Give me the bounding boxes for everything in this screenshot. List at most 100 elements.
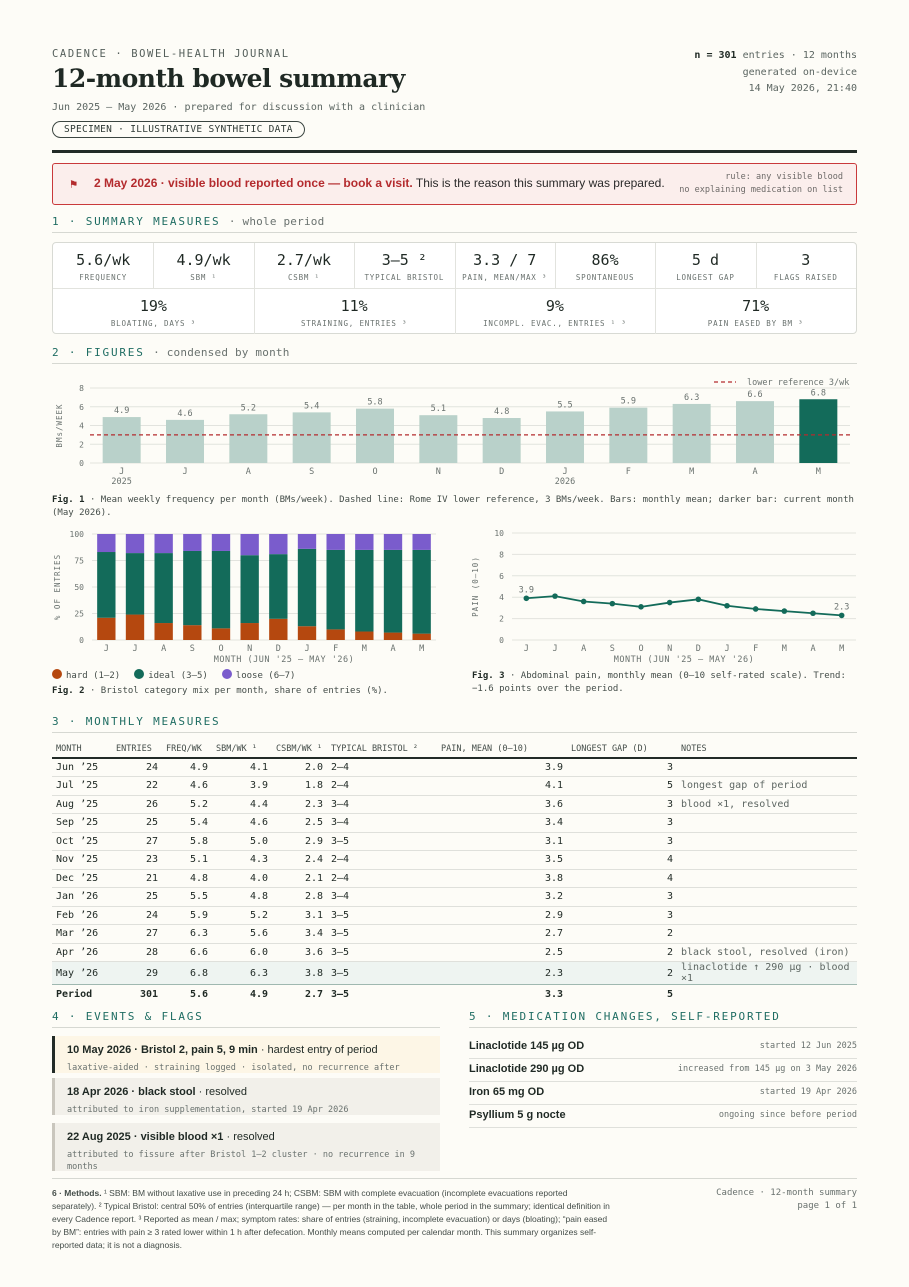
- monthly-measures-table: MONTH ENTRIES FREQ/WK SBM/WK ¹ CSBM/WK ¹ TYPI…: [52, 740, 857, 1003]
- section-summary-title: 1 · SUMMARY MEASURES: [52, 215, 221, 228]
- fig2-xtick: J: [104, 644, 109, 654]
- fig2-xlabel: MONTH (JUN '25 – MAY '26): [214, 655, 354, 665]
- summary-stat-value: 86%: [591, 251, 619, 269]
- medication-name: Linaclotide 290 µg OD: [469, 1063, 585, 1075]
- medication-status: started 19 Apr 2026: [759, 1087, 857, 1097]
- table-cell: 2: [567, 943, 677, 962]
- table-month-cell: Jan ’26: [52, 887, 112, 907]
- table-cell: 4.6: [162, 776, 212, 796]
- table-row: Nov ’25 23 5.1 4.3 2.4 2–4 3.5 4: [52, 850, 857, 870]
- table-cell: 3: [567, 887, 677, 907]
- report-subtitle: Jun 2025 – May 2026 · prepared for discu…: [52, 102, 426, 113]
- table-month-cell: Aug ’25: [52, 795, 112, 814]
- table-month-cell: Dec ’25: [52, 869, 112, 888]
- report-meta: n = 301 entries · 12 months generated on…: [694, 48, 857, 98]
- fig2-text: · Bristol category mix per month, share …: [89, 686, 388, 696]
- fig1-bar: [292, 412, 331, 463]
- fig1-xtick: J: [182, 467, 187, 477]
- fig2-ylabel: % OF ENTRIES: [53, 554, 62, 620]
- summary-stat-value: 5.6/wk: [76, 251, 131, 269]
- event-card: 10 May 2026 · Bristol 2, pain 5, 9 min ·…: [52, 1036, 440, 1073]
- fig2-bar-segment: [412, 633, 431, 640]
- fig2-xtick: M: [419, 644, 424, 654]
- table-header-row: MONTH ENTRIES FREQ/WK SBM/WK ¹ CSBM/WK ¹ TYPI…: [52, 740, 857, 759]
- event-heading: 22 Aug 2025 · visible blood ×1 · resolve…: [67, 1131, 428, 1143]
- table-cell: 6.0: [212, 943, 272, 962]
- fig2-bar-segment: [269, 554, 288, 619]
- fig2-bristol-chart: % OF ENTRIES 0 25 50 75 100 J J A S O N D J F M A M MONTH …: [53, 530, 436, 665]
- stat-divider: [354, 243, 356, 288]
- table-cell: 2.7: [304, 988, 323, 1000]
- event-detail: attributed to iron supplementation, star…: [67, 1105, 349, 1115]
- table-cell: 4.4: [212, 795, 272, 814]
- section-figures-note: · condensed by month: [153, 346, 290, 359]
- fig2-ytick: 100: [70, 530, 85, 539]
- table-body: Jun ’25 24 4.9 4.1 2.0 2–4 3.9 3 Jul ’25 22 4.6 3.9…: [52, 758, 857, 1003]
- table-cell: 4: [567, 850, 677, 870]
- table-notes-cell: [677, 869, 857, 888]
- event-heading: 18 Apr 2026 · black stool · resolved: [67, 1086, 428, 1098]
- fig3-text: · Abdominal pain, monthly mean (0–10 sel…: [472, 671, 846, 694]
- section-divider: [52, 1027, 440, 1028]
- table-cell: 5.2: [162, 795, 212, 814]
- table-cell: 3: [567, 831, 677, 851]
- table-column-header: TYPICAL BRISTOL ²: [327, 740, 437, 759]
- fig3-xtick: A: [581, 644, 586, 654]
- table-cell: 5.0: [212, 831, 272, 851]
- fig3-point: [638, 604, 644, 610]
- fig3-point: [523, 595, 530, 602]
- fig1-ytick: 6: [79, 403, 84, 412]
- fig2-xtick: J: [304, 644, 309, 654]
- fig1-bar-label: 4.6: [177, 409, 192, 419]
- table-cell: 2–4: [327, 850, 437, 870]
- table-cell: 5.2: [212, 906, 272, 925]
- stat-divider: [153, 243, 155, 288]
- fig1-xtick: A: [246, 467, 251, 477]
- table-cell: 2.8: [272, 887, 327, 907]
- fig3-point: [695, 596, 702, 603]
- summary-stat: 2.7/wk CSBM ¹: [254, 251, 354, 282]
- table-cell: 4: [567, 869, 677, 888]
- fig3-xtick: D: [696, 644, 701, 654]
- stat-divider: [755, 243, 757, 288]
- fig1-bar-label: 6.3: [684, 393, 699, 403]
- fig2-bar-segment: [183, 625, 202, 640]
- summary-stat-value: 3–5 ²: [381, 251, 427, 269]
- table-cell: 25: [112, 887, 162, 907]
- table-cell: 5.1: [162, 850, 212, 870]
- fig2-bar-segment: [211, 534, 231, 551]
- table-row: Dec ’25 21 4.8 4.0 2.1 2–4 3.8 4: [52, 869, 857, 888]
- event-status: · resolved: [198, 1086, 247, 1098]
- alert-headline: 2 May 2026 · visible blood reported once…: [94, 176, 413, 190]
- methods-text: ¹ SBM: BM without laxative use in preced…: [52, 1188, 610, 1250]
- legend-label: ideal (3–5): [148, 671, 208, 681]
- table-column-header: NOTES: [677, 740, 857, 759]
- stat-divider: [554, 243, 556, 288]
- table-cell: 3–5: [327, 943, 437, 962]
- table-cell: 3–4: [327, 887, 437, 907]
- table-cell: 2.5: [272, 813, 327, 833]
- alert-rule-line2: no explaining medication on list: [679, 185, 843, 195]
- table-cell: 5: [567, 776, 677, 796]
- fig3-pain-chart: PAIN (0–10) 0 2 4 6 8 10 J J A S O N D J F M A M 3.9 2.3 MONT…: [471, 529, 856, 665]
- summary-stat: 86% SPONTANEOUS: [555, 251, 655, 282]
- section-medication-heading: 5 · MEDICATION CHANGES, SELF-REPORTED: [469, 1010, 781, 1023]
- table-row: Jun ’25 24 4.9 4.1 2.0 2–4 3.9 3: [52, 758, 857, 777]
- methods-note: 6 · Methods. ¹ SBM: BM without laxative …: [52, 1187, 612, 1252]
- medication-row: Iron 65 mg OD started 19 Apr 2026: [469, 1082, 857, 1105]
- fig2-bar-segment: [97, 617, 116, 640]
- table-notes-cell: black stool, resolved (iron): [677, 943, 857, 962]
- table-cell: 4.9: [249, 988, 268, 1000]
- table-month-cell: Oct ’25: [52, 831, 112, 851]
- table-notes-cell: [677, 758, 857, 777]
- fig2-bar-segment: [240, 534, 259, 556]
- table-cell: 6.3: [162, 924, 212, 944]
- fig1-bar: [736, 401, 774, 463]
- summary-stat-label: BLOATING, DAYS ³: [110, 319, 196, 328]
- fig1-xtick: A: [752, 467, 757, 477]
- section-monthly-heading: 3 · MONTHLY MEASURES: [52, 715, 221, 728]
- section-divider: [52, 732, 857, 733]
- specimen-badge: SPECIMEN · ILLUSTRATIVE SYNTHETIC DATA: [52, 121, 305, 138]
- event-card: 18 Apr 2026 · black stool · resolved attr…: [52, 1078, 440, 1115]
- medication-name: Linaclotide 145 µg OD: [469, 1040, 585, 1052]
